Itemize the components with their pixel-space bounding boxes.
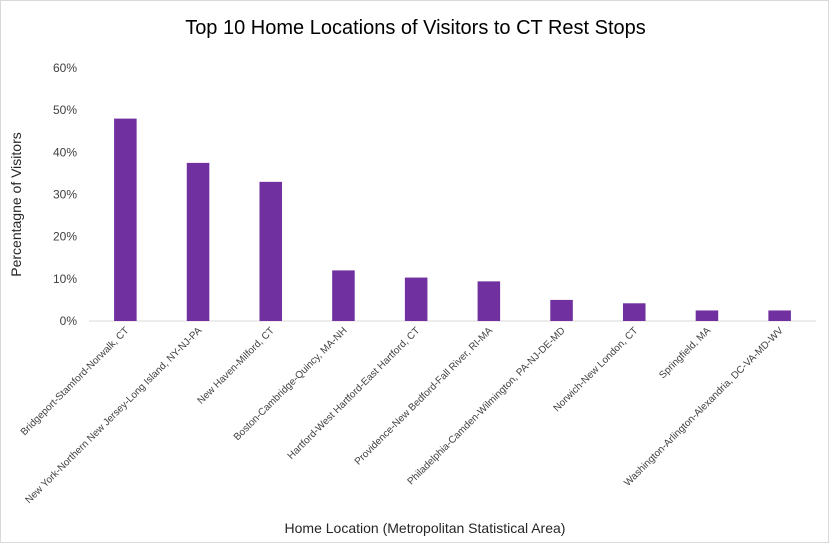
x-tick-label: Providence-New Bedford-Fall River, RI-MA <box>353 325 495 467</box>
bar <box>622 303 646 321</box>
x-tick-label: Norwich-New London, CT <box>552 325 641 414</box>
x-tick-label: Hartford-West Hartford-East Hartford, CT <box>286 325 423 462</box>
bar <box>695 310 719 321</box>
y-tick-label: 40% <box>53 145 77 159</box>
y-tick-label: 10% <box>53 272 77 286</box>
bar <box>768 310 791 321</box>
bar-series <box>114 118 791 321</box>
bar <box>477 281 501 321</box>
x-tick-label: Washington-Arlington-Alexandria, DC-VA-M… <box>622 325 786 489</box>
chart-title: Top 10 Home Locations of Visitors to CT … <box>185 17 646 39</box>
bar <box>259 181 283 321</box>
y-tick-label: 60% <box>53 61 77 75</box>
x-tick-label: Springfield, MA <box>657 325 713 381</box>
bar <box>186 162 210 321</box>
bar <box>550 299 573 321</box>
y-axis-title: Percentagne of Visitors <box>8 132 24 277</box>
y-tick-label: 0% <box>60 314 78 328</box>
y-tick-label: 50% <box>53 103 77 117</box>
x-axis-title: Home Location (Metropolitan Statistical … <box>285 520 566 536</box>
x-tick-label: Boston-Cambridge-Quincy, MA-NH <box>232 325 350 443</box>
y-axis: 0% 10% 20% 30% 40% 50% 60% <box>53 61 77 328</box>
bar <box>332 270 355 321</box>
y-tick-label: 30% <box>53 188 77 202</box>
x-tick-label: New York-Northern New Jersey-Long Island… <box>23 325 204 506</box>
y-tick-label: 20% <box>53 230 77 244</box>
bar <box>404 277 428 321</box>
x-tick-label: Philadelphia-Camden-Wilmington, PA-NJ-DE… <box>406 325 568 487</box>
x-tick-label: New Haven-Milford, CT <box>196 325 277 406</box>
bar <box>114 118 137 321</box>
